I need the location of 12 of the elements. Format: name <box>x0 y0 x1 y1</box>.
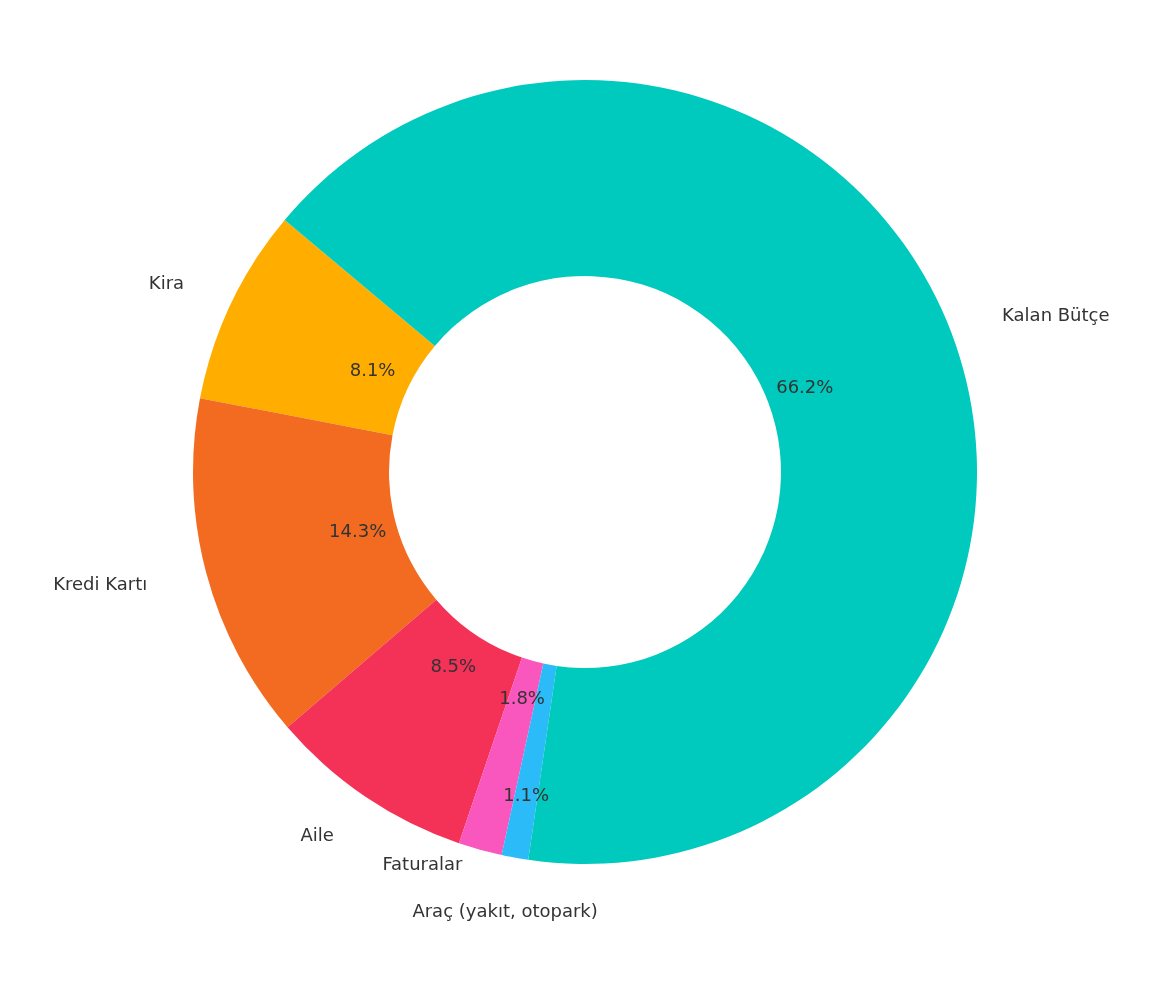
slice-label: Kalan Bütçe <box>1002 303 1110 325</box>
slice-label: Kira <box>148 271 185 293</box>
data-label: 8.1% <box>349 359 396 381</box>
slice-label: Aile <box>300 823 334 845</box>
donut-slice <box>501 663 557 860</box>
slice-label: Araç (yakıt, otopark) <box>412 899 598 921</box>
data-label: 8.5% <box>430 654 477 676</box>
data-label: 14.3% <box>329 520 387 542</box>
slice-label: Kredi Kartı <box>53 572 148 594</box>
slice-label: Faturalar <box>382 852 464 874</box>
data-label: 66.2% <box>776 376 834 398</box>
donut-slice <box>200 220 435 436</box>
